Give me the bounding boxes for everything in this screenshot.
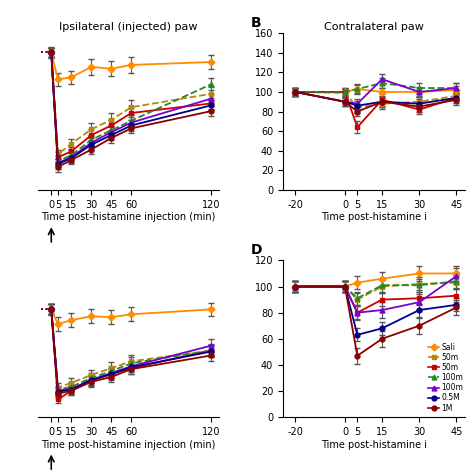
Title: Ipsilateral (injected) paw: Ipsilateral (injected) paw [59,22,198,32]
Text: B: B [250,16,261,30]
X-axis label: Time post-histamine injection (min): Time post-histamine injection (min) [42,439,216,450]
Text: D: D [250,243,262,257]
X-axis label: Time post-histamine i: Time post-histamine i [321,439,427,450]
X-axis label: Time post-histamine i: Time post-histamine i [321,212,427,222]
Legend: Sali, 50m, 50m, 100m, 100m, 0.5M, 1M: Sali, 50m, 50m, 100m, 100m, 0.5M, 1M [427,342,465,413]
Title: Contralateral paw: Contralateral paw [324,22,424,32]
X-axis label: Time post-histamine injection (min): Time post-histamine injection (min) [42,212,216,222]
